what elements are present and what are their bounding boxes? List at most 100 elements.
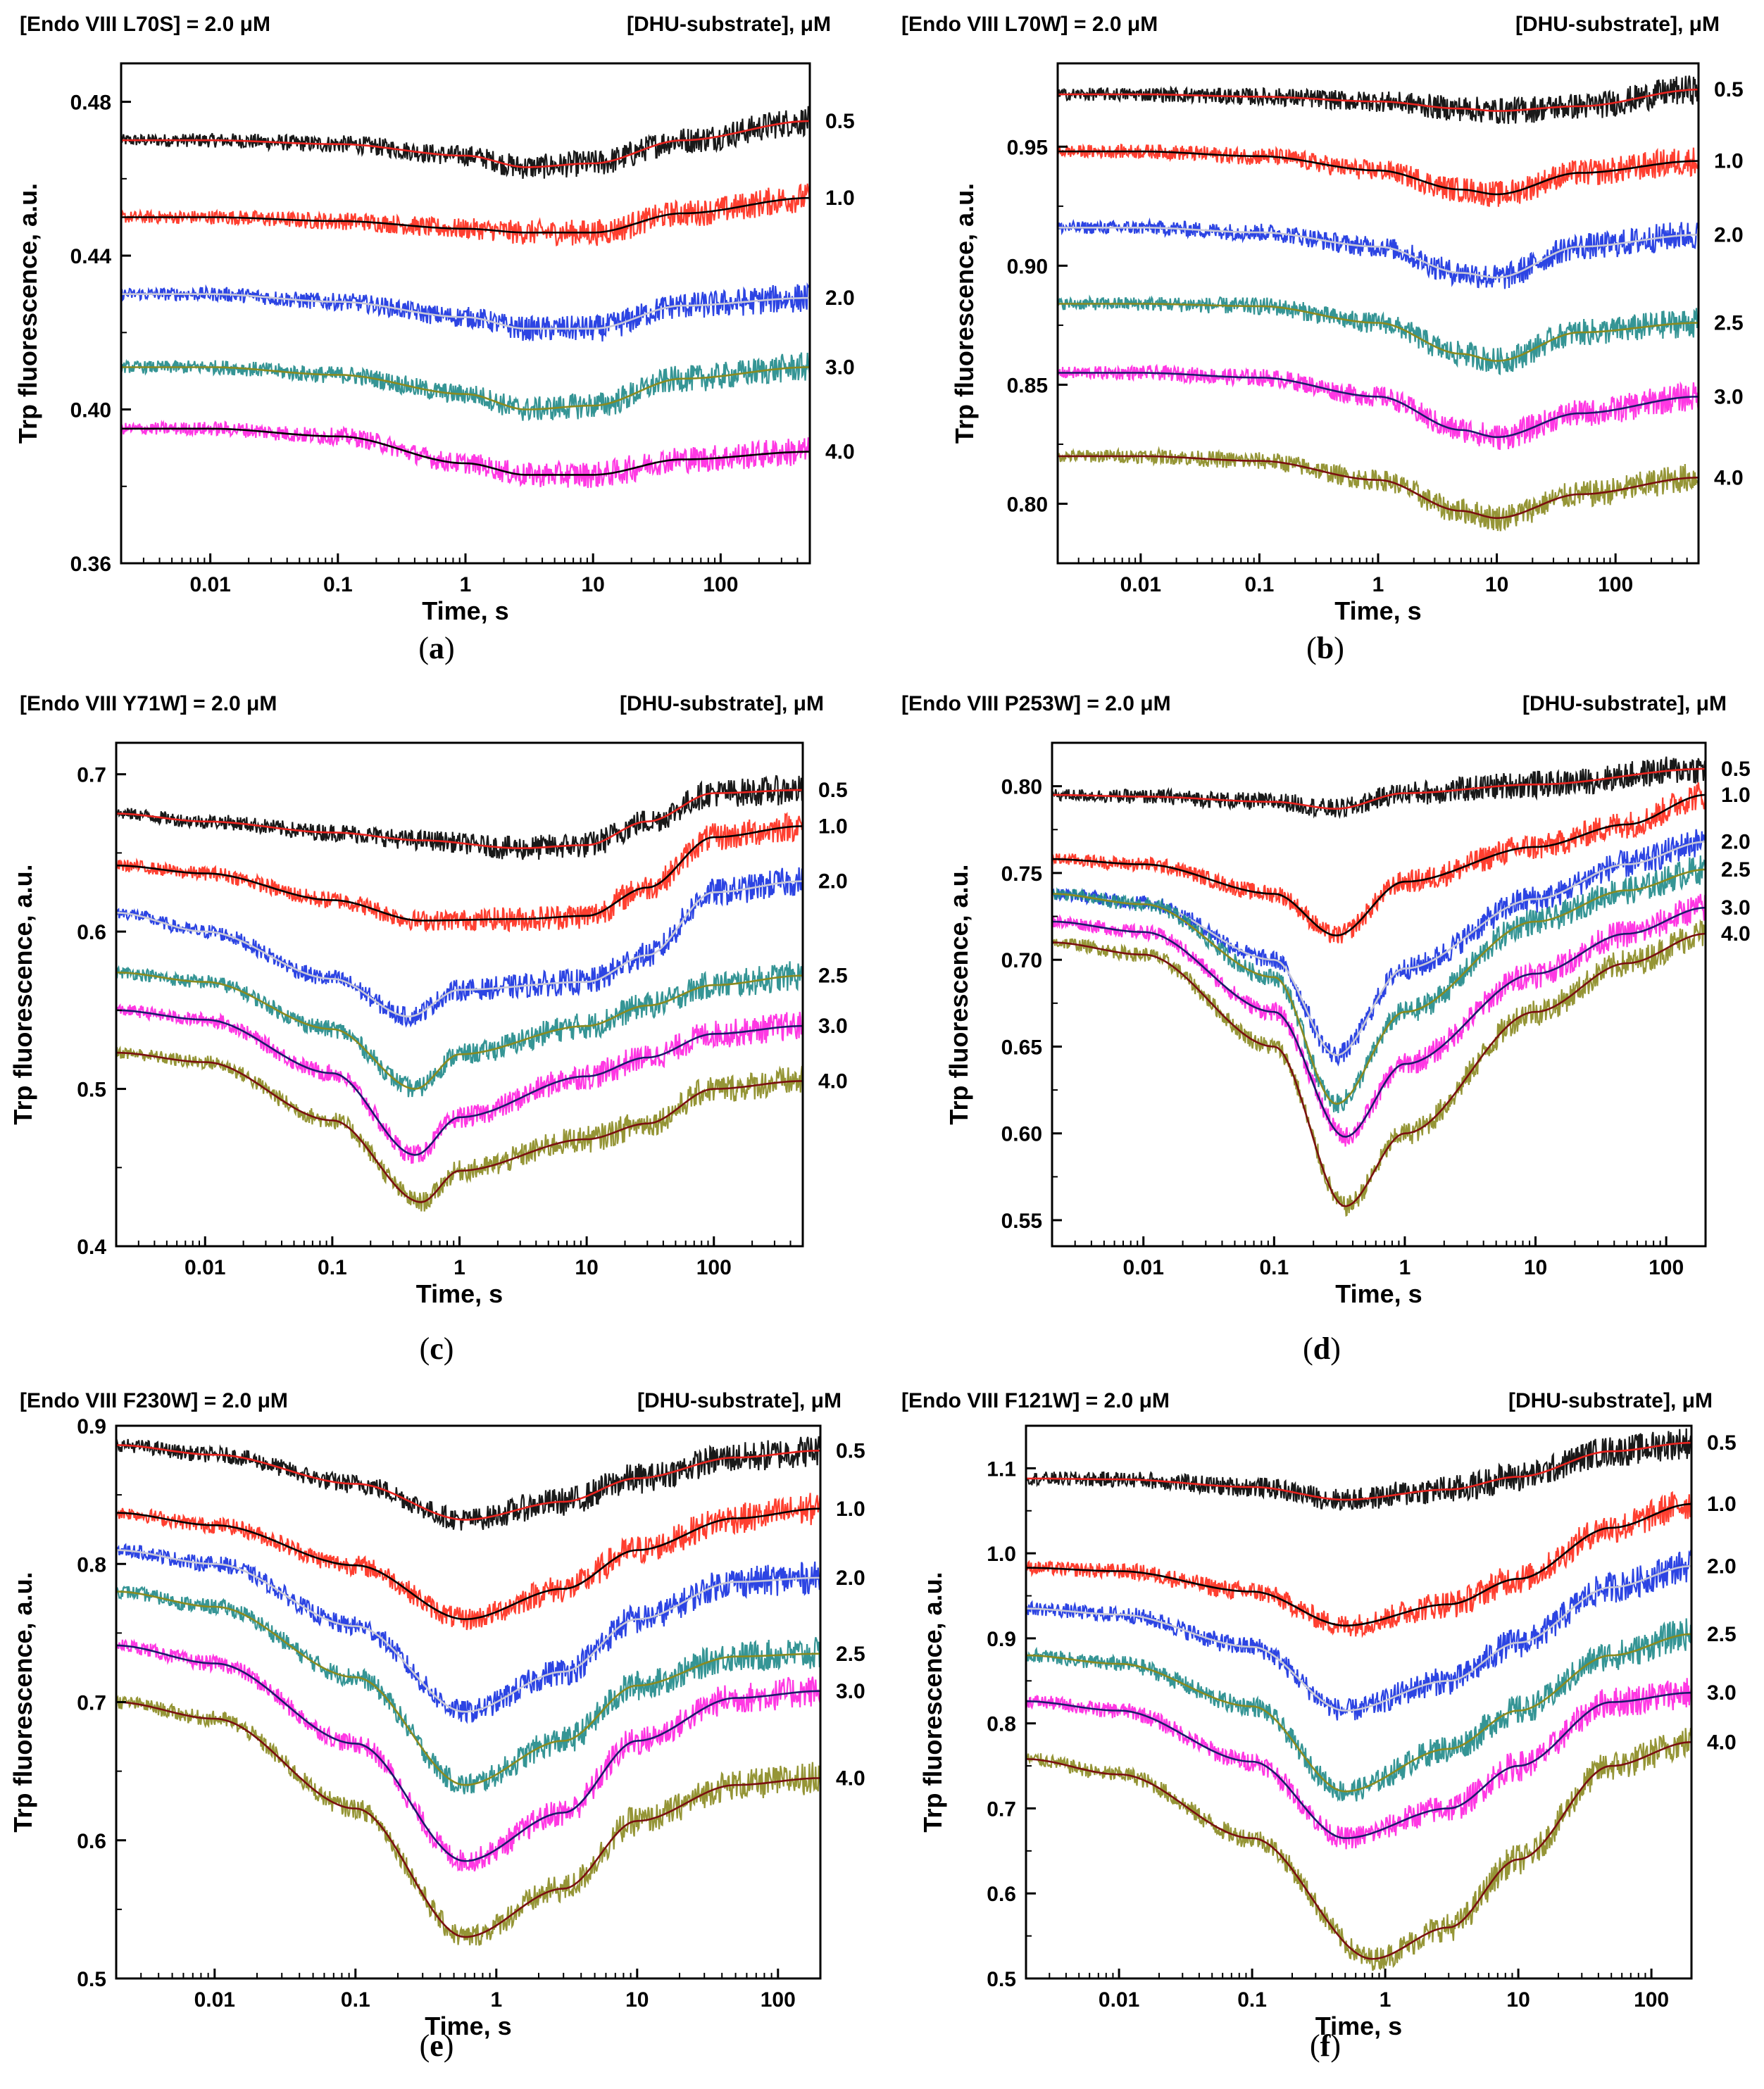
fit-curve xyxy=(121,120,811,168)
panel-e: [Endo VIII F230W] = 2.0 μM [DHU-substrate… xyxy=(8,1389,865,2063)
x-tick-label: 10 xyxy=(581,573,604,596)
series-label: 0.5 xyxy=(836,1439,865,1462)
panel-letter: (d) xyxy=(1303,1331,1341,1366)
y-tick-label: 0.7 xyxy=(77,1692,106,1715)
x-tick-label: 0.1 xyxy=(341,1988,370,2012)
fit-curve xyxy=(1052,767,1706,810)
series-label: 2.5 xyxy=(818,965,848,988)
panel-c: [Endo VIII Y71W] = 2.0 μM [DHU-substrate]… xyxy=(8,692,848,1366)
series-2.0: 2.0 xyxy=(120,282,855,342)
data-trace xyxy=(1025,1428,1693,1511)
x-tick-label: 0.1 xyxy=(1245,573,1275,596)
series-label: 1.0 xyxy=(1721,784,1751,807)
series-label: 2.0 xyxy=(825,287,855,310)
series-3.0: 3.0 xyxy=(115,1003,848,1164)
panel-title: [Endo VIII F121W] = 2.0 μM xyxy=(901,1389,1170,1412)
legend-title: [DHU-substrate], μM xyxy=(637,1389,842,1412)
x-axis-label: Time, s xyxy=(425,2012,511,2040)
fit-curve xyxy=(1025,1741,1692,1960)
y-tick-label: 0.5 xyxy=(987,1968,1016,1991)
series-2.5: 2.5 xyxy=(1056,294,1744,376)
fit-curve xyxy=(1058,303,1699,362)
fit-curve xyxy=(115,1009,803,1156)
data-trace xyxy=(115,1543,822,1724)
y-tick-label: 0.48 xyxy=(70,92,111,115)
series-2.0: 2.0 xyxy=(115,867,848,1028)
series-label: 4.0 xyxy=(1714,466,1744,489)
series-4.0: 4.0 xyxy=(1051,919,1751,1217)
series-label: 3.0 xyxy=(825,356,855,379)
fit-curve xyxy=(1026,1565,1692,1712)
series-label: 1.0 xyxy=(1714,150,1744,173)
series-3.0: 3.0 xyxy=(1025,1678,1737,1850)
x-tick-label: 0.1 xyxy=(1237,1988,1267,2012)
series-label: 2.0 xyxy=(836,1567,865,1590)
panel-d: [Endo VIII P253W] = 2.0 μM [DHU-substrate… xyxy=(901,692,1751,1366)
series-label: 2.0 xyxy=(818,870,848,893)
x-tick-label: 1 xyxy=(1372,573,1384,596)
y-tick-label: 0.6 xyxy=(77,1830,106,1853)
fit-curve xyxy=(115,1507,820,1621)
fit-curve xyxy=(121,293,810,330)
series-label: 2.5 xyxy=(1714,312,1744,335)
y-tick-label: 0.70 xyxy=(1001,949,1042,972)
fit-curve xyxy=(1058,150,1699,196)
x-tick-label: 0.1 xyxy=(1259,1256,1289,1279)
x-tick-label: 100 xyxy=(1634,1988,1669,2012)
series-label: 3.0 xyxy=(1721,896,1751,920)
fit-curve xyxy=(1058,88,1699,112)
x-tick-label: 1 xyxy=(490,1988,502,2012)
fit-curve xyxy=(1058,227,1699,279)
series-3.0: 3.0 xyxy=(1051,893,1751,1147)
data-trace xyxy=(115,1695,822,1946)
series-label: 3.0 xyxy=(1714,385,1744,408)
data-trace xyxy=(120,352,811,422)
series-label: 3.0 xyxy=(836,1680,865,1703)
data-trace xyxy=(120,282,811,342)
series-label: 1.0 xyxy=(818,815,848,838)
data-trace xyxy=(1057,217,1700,289)
x-tick-label: 10 xyxy=(1524,1256,1547,1279)
series-label: 4.0 xyxy=(1721,922,1751,946)
series-label: 0.5 xyxy=(818,779,848,802)
y-axis-label: Trp fluorescence, a.u. xyxy=(950,183,979,444)
panel-letter: (a) xyxy=(418,631,454,665)
series-1.0: 1.0 xyxy=(115,812,848,933)
data-trace xyxy=(115,1003,804,1164)
series-3.0: 3.0 xyxy=(120,352,855,422)
fit-curve xyxy=(1051,868,1706,1105)
data-trace xyxy=(1025,1618,1692,1802)
series-label: 2.0 xyxy=(1707,1555,1737,1578)
y-axis-label: Trp fluorescence, a.u. xyxy=(8,1572,37,1832)
series-0.5: 0.5 xyxy=(1057,75,1744,125)
data-trace xyxy=(1025,1550,1693,1721)
panel-title: [Endo VIII Y71W] = 2.0 μM xyxy=(20,692,277,715)
y-tick-label: 0.4 xyxy=(77,1236,106,1259)
fit-curve xyxy=(1058,455,1699,520)
series-0.5: 0.5 xyxy=(1025,1428,1737,1511)
x-tick-label: 100 xyxy=(761,1988,796,2012)
data-trace xyxy=(1051,756,1707,820)
data-trace xyxy=(115,961,804,1098)
data-trace xyxy=(115,1492,822,1631)
x-tick-label: 1 xyxy=(460,573,472,596)
x-tick-label: 0.01 xyxy=(189,573,230,596)
fit-curve xyxy=(1051,932,1706,1207)
y-tick-label: 0.9 xyxy=(77,1415,106,1438)
y-tick-label: 1.0 xyxy=(987,1543,1016,1566)
data-trace xyxy=(115,867,804,1028)
y-tick-label: 0.5 xyxy=(77,1968,106,1991)
x-tick-label: 100 xyxy=(1598,573,1633,596)
x-axis-label: Time, s xyxy=(1315,2012,1402,2040)
y-tick-label: 0.6 xyxy=(987,1883,1016,1906)
y-tick-label: 0.7 xyxy=(987,1798,1016,1821)
series-1.0: 1.0 xyxy=(120,183,855,247)
data-trace xyxy=(115,1046,804,1212)
data-trace xyxy=(120,106,811,180)
series-label: 2.5 xyxy=(1707,1623,1737,1646)
series-label: 0.5 xyxy=(1714,78,1744,101)
x-tick-label: 0.01 xyxy=(184,1256,225,1279)
data-trace xyxy=(1056,143,1700,207)
data-trace xyxy=(1056,294,1700,376)
